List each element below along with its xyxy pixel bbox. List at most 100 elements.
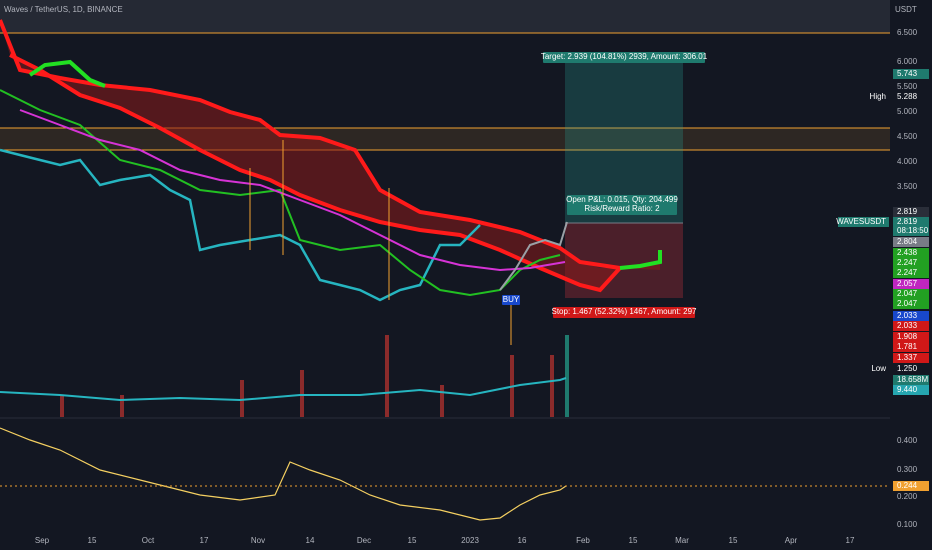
time-label: Apr <box>785 536 798 545</box>
time-label: 14 <box>306 536 315 545</box>
resistance-zone <box>0 0 890 33</box>
cloud-edge <box>619 250 662 270</box>
price-tag-value: 08:18:50 <box>897 226 929 235</box>
price-tag <box>893 258 929 268</box>
indicator-tag <box>893 481 929 491</box>
price-tag <box>893 353 929 363</box>
price-tag-value: 5.288 <box>897 92 918 101</box>
price-tag <box>893 279 929 289</box>
price-tag <box>893 268 929 278</box>
indicator-line <box>0 427 567 521</box>
price-tag <box>893 92 929 102</box>
time-label: 15 <box>408 536 417 545</box>
price-tick-label: 5.000 <box>897 107 918 116</box>
price-tag-value: 2.047 <box>897 289 918 298</box>
time-label: 17 <box>846 536 855 545</box>
price-tag <box>893 207 929 217</box>
time-label: 15 <box>88 536 97 545</box>
stop-label: Stop: 1.467 (52.32%) 1467, Amount: 297 <box>552 307 698 316</box>
buy-signal: BUY <box>503 295 520 304</box>
price-tag <box>893 248 929 258</box>
price-tag-value: 5.743 <box>897 69 918 78</box>
price-tag-value: 2.819 <box>897 217 918 226</box>
currency: USDT <box>895 5 917 14</box>
indicator-tick-label: 0.300 <box>897 465 918 474</box>
price-tag <box>893 364 929 374</box>
price-tag-value: 2.819 <box>897 207 918 216</box>
price-tick-label: 6.500 <box>897 28 918 37</box>
price-tag-value: 1.337 <box>897 353 918 362</box>
price-tag-value: 2.804 <box>897 237 918 246</box>
time-label: 2023 <box>461 536 479 545</box>
price-tag <box>893 375 929 385</box>
time-label: 16 <box>518 536 527 545</box>
cloud-edge <box>0 19 621 270</box>
cloud-edge <box>28 59 106 88</box>
candles <box>499 221 568 291</box>
price-tag-value: 2.033 <box>897 311 918 320</box>
price-tag <box>893 311 929 321</box>
stop-label-box <box>553 307 695 318</box>
price-tag-value: 2.033 <box>897 321 918 330</box>
indicator-tick-label: 0.100 <box>897 520 918 529</box>
price-tag-value: 9.440 <box>897 385 918 394</box>
price-tag-label: High <box>870 92 886 101</box>
buy-signal-box <box>502 295 520 305</box>
price-tag-label: WAVESUSDT <box>836 217 886 226</box>
volume-ma <box>0 377 567 402</box>
time-label: Nov <box>251 536 265 545</box>
price-tag-label: Low <box>871 364 886 373</box>
target-label-box <box>543 52 705 63</box>
time-label: Feb <box>576 536 590 545</box>
price-tag-value: 1.250 <box>897 364 918 373</box>
price-tag-value: 2.047 <box>897 299 918 308</box>
price-tick-label: 4.500 <box>897 132 918 141</box>
price-tick-label: 4.000 <box>897 157 918 166</box>
price-tag-value: 1.781 <box>897 342 918 351</box>
indicator-tick-label: 0.200 <box>897 492 918 501</box>
price-tag <box>893 342 929 352</box>
price-tag <box>893 289 929 299</box>
price-tick-label: 3.500 <box>897 182 918 191</box>
indicator-tick-label: 0.400 <box>897 436 918 445</box>
time-label: 15 <box>729 536 738 545</box>
cloud-edge <box>9 53 622 293</box>
time-label: Sep <box>35 536 50 545</box>
price-tick-label: 5.500 <box>897 82 918 91</box>
price-line <box>19 109 566 272</box>
price-tag <box>893 69 929 79</box>
indicator-tag-value: 0.244 <box>897 481 918 490</box>
time-label: Dec <box>357 536 371 545</box>
price-tag <box>893 321 929 331</box>
price-tag-value: 2.247 <box>897 258 918 267</box>
price-tag-value: 2.438 <box>897 248 918 257</box>
symbol-title: Waves / TetherUS, 1D, BINANCE <box>4 5 123 14</box>
price-tick-label: 6.000 <box>897 57 918 66</box>
open-pnl-label-box <box>567 195 677 215</box>
price-tag-label-box <box>838 217 889 227</box>
price-tag-label-box <box>863 92 889 102</box>
price-tag <box>893 226 929 236</box>
time-label: 17 <box>200 536 209 545</box>
resistance-zone <box>0 128 890 150</box>
target-label: Target: 2.939 (104.81%) 2939, Amount: 30… <box>541 52 708 61</box>
price-tag-value: 1.908 <box>897 332 918 341</box>
price-tag-label-box <box>868 364 889 374</box>
time-label: Oct <box>142 536 155 545</box>
time-label: Mar <box>675 536 689 545</box>
price-tag-value: 18.658M <box>897 375 928 384</box>
price-tag <box>893 299 929 309</box>
open-pnl-label: Open P&L: 0.015, Qty: 204.499 <box>566 195 678 204</box>
open-pnl-label: Risk/Reward Ratio: 2 <box>584 204 660 213</box>
price-tag-value: 2.247 <box>897 268 918 277</box>
cloud-fill <box>0 20 660 290</box>
price-line <box>0 148 481 302</box>
price-tag <box>893 385 929 395</box>
price-tag <box>893 332 929 342</box>
time-label: 15 <box>629 536 638 545</box>
price-tag <box>893 237 929 247</box>
price-tag <box>893 217 929 227</box>
price-tag-value: 2.057 <box>897 279 918 288</box>
